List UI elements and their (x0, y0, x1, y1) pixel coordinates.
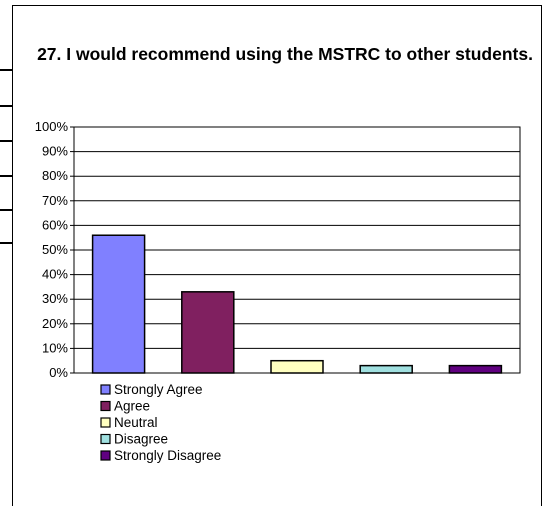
y-tick-label: 10% (42, 340, 68, 355)
gridlines (74, 126, 520, 374)
bar-chart: 0% 10% 20% 30% 40% 50% 60% 70% 80% 90% 100% Strong… (0, 69, 521, 463)
bars (91, 234, 503, 374)
y-tick-label: 30% (42, 291, 68, 306)
legend-swatch (100, 400, 111, 412)
edge-lines (0, 69, 12, 244)
legend-swatch (100, 433, 111, 445)
y-tick-label: 70% (42, 193, 68, 208)
bar (270, 359, 324, 374)
bar (91, 234, 146, 374)
chart-title: 27. I would recommend using the MSTRC to… (37, 44, 533, 64)
y-axis: 0% 10% 20% 30% 40% 50% 60% 70% 80% 90% 100% (35, 119, 521, 380)
y-tick-label: 60% (42, 217, 68, 232)
bar (359, 364, 413, 374)
bar (448, 364, 503, 374)
y-tick-label: 20% (42, 316, 68, 331)
legend-label: Strongly Disagree (114, 448, 221, 463)
legend-swatch (100, 450, 111, 461)
y-tick-label: 40% (42, 267, 68, 282)
legend-swatch (100, 384, 111, 395)
chart-frame (12, 5, 542, 506)
legend-label: Neutral (114, 415, 158, 430)
legend-label: Strongly Agree (114, 382, 203, 397)
y-tick-label: 50% (42, 242, 68, 257)
y-tick-label: 0% (49, 365, 68, 380)
legend-label: Agree (114, 399, 150, 414)
y-tick-label: 90% (42, 144, 68, 159)
legend-swatch (100, 417, 111, 428)
legend-label: Disagree (114, 432, 168, 447)
bar (181, 291, 235, 374)
y-tick-label: 100% (35, 119, 69, 134)
y-tick-label: 80% (42, 168, 68, 183)
